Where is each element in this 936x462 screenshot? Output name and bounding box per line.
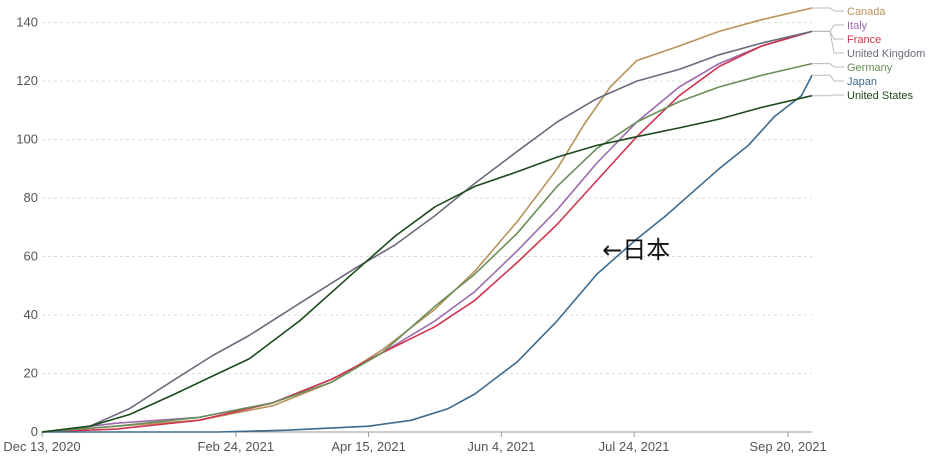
x-tick-label: Sep 20, 2021 bbox=[749, 439, 826, 454]
series-line-united-states bbox=[41, 94, 813, 433]
legend-label-canada: Canada bbox=[847, 6, 886, 18]
x-tick-label: Feb 24, 2021 bbox=[198, 439, 275, 454]
legend-label-germany: Germany bbox=[847, 62, 893, 74]
x-tick-label: Apr 15, 2021 bbox=[331, 439, 405, 454]
y-tick-label: 80 bbox=[24, 190, 38, 205]
annotation-label: ←日本 bbox=[602, 236, 670, 264]
x-axis-ticks: Dec 13, 2020 Feb 24, 2021 Apr 15, 2021 Jun … bbox=[3, 432, 827, 454]
legend-connector bbox=[812, 30, 844, 54]
legend-connector bbox=[812, 24, 844, 32]
y-tick-label: 0 bbox=[31, 424, 38, 439]
legend-label-france: France bbox=[847, 34, 881, 46]
series-line-japan bbox=[42, 74, 813, 433]
series-line-germany bbox=[41, 62, 813, 433]
y-tick-label: 20 bbox=[24, 366, 38, 381]
legend-connector bbox=[812, 30, 844, 40]
y-tick-label: 140 bbox=[16, 15, 38, 30]
series-line-united-kingdom bbox=[41, 30, 813, 433]
legend: Canada Italy France United Kingdom Germany Ja… bbox=[812, 6, 925, 102]
legend-label-united-kingdom: United Kingdom bbox=[847, 48, 925, 60]
legend-connector bbox=[812, 7, 844, 12]
legend-connector bbox=[812, 63, 844, 68]
series-line-france bbox=[41, 30, 813, 433]
legend-label-italy: Italy bbox=[847, 20, 868, 32]
y-tick-label: 40 bbox=[24, 307, 38, 322]
y-tick-label: 100 bbox=[16, 132, 38, 147]
y-tick-label: 60 bbox=[24, 249, 38, 264]
legend-connector bbox=[812, 74, 844, 82]
series-lines bbox=[41, 7, 813, 433]
series-line-canada bbox=[41, 7, 813, 433]
x-tick-label: Jun 4, 2021 bbox=[467, 439, 535, 454]
legend-label-japan: Japan bbox=[847, 76, 877, 88]
x-tick-label: Jul 24, 2021 bbox=[599, 439, 670, 454]
y-tick-label: 120 bbox=[16, 73, 38, 88]
legend-connector bbox=[812, 94, 844, 97]
x-tick-label: Dec 13, 2020 bbox=[3, 439, 80, 454]
legend-label-united-states: United States bbox=[847, 90, 914, 102]
y-axis-ticks: 0 20 40 60 80 100 120 140 bbox=[16, 15, 38, 439]
series-line-italy bbox=[41, 30, 813, 433]
